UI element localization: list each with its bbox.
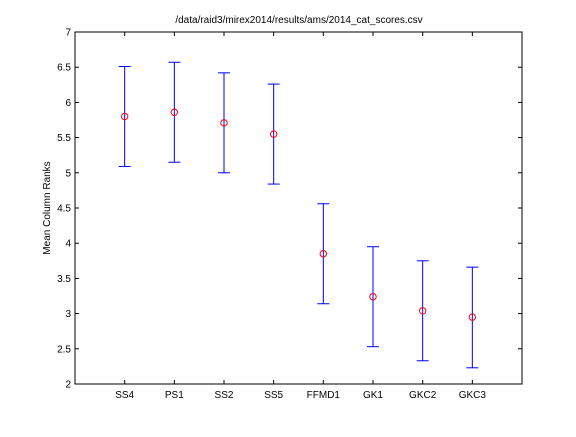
x-tick-label: GKC2	[409, 390, 437, 401]
y-tick-label: 2	[65, 380, 71, 391]
y-tick-label: 7	[65, 28, 71, 39]
mean-marker	[170, 108, 179, 116]
y-axis-label: Mean Column Ranks	[42, 161, 53, 254]
y-tick-label: 5	[65, 168, 71, 179]
mean-marker	[319, 250, 328, 258]
mean-marker	[220, 119, 228, 127]
x-tick-label: GKC3	[459, 390, 487, 401]
plot-area	[74, 31, 523, 385]
mean-marker	[369, 293, 377, 301]
x-tick-label: SS2	[215, 390, 234, 401]
chart-title: /data/raid3/mirex2014/results/ams/2014_c…	[175, 15, 422, 26]
y-tick-label: 3.5	[57, 274, 71, 285]
x-tick-label: SS4	[115, 390, 134, 401]
x-tick-label: SS5	[264, 390, 283, 401]
y-tick-label: 4	[65, 239, 71, 250]
y-tick-label: 3	[65, 309, 71, 320]
mean-marker	[468, 313, 477, 321]
mean-marker	[418, 307, 427, 315]
y-tick-label: 2.5	[57, 344, 71, 355]
y-tick-label: 4.5	[57, 204, 71, 215]
mean-marker	[269, 130, 278, 138]
data-marks	[118, 61, 479, 369]
x-axis: SS4 PS1 SS2 SS5 FFMD1 GK1 GKC2 GKC3	[115, 32, 486, 401]
mean-marker	[120, 112, 129, 121]
y-axis: 2 2.5 3 3.5 4 4.5 5 5.5 6 6.5 7	[57, 28, 522, 391]
x-tick-label: FFMD1	[307, 390, 341, 401]
x-tick-label: GK1	[363, 390, 383, 401]
x-tick-label: PS1	[165, 390, 184, 401]
y-tick-label: 5.5	[57, 133, 71, 144]
y-tick-label: 6	[65, 98, 71, 109]
y-tick-label: 6.5	[57, 63, 71, 74]
